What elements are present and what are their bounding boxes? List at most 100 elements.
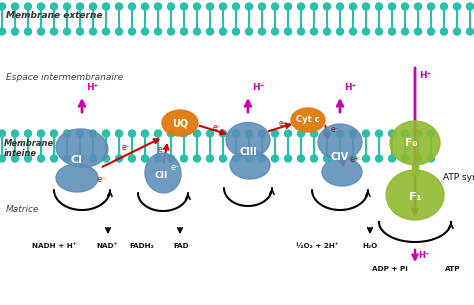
Circle shape xyxy=(37,130,45,137)
Circle shape xyxy=(207,155,213,162)
Circle shape xyxy=(454,28,461,35)
Text: CI: CI xyxy=(71,155,83,165)
Circle shape xyxy=(298,130,304,137)
Text: CIV: CIV xyxy=(331,152,349,162)
Circle shape xyxy=(25,28,31,35)
Text: H⁺: H⁺ xyxy=(344,84,356,92)
Circle shape xyxy=(142,130,148,137)
Text: ATP: ATP xyxy=(445,266,461,272)
Circle shape xyxy=(181,155,188,162)
Text: CIII: CIII xyxy=(239,147,257,157)
Circle shape xyxy=(37,28,45,35)
Text: H⁺: H⁺ xyxy=(418,252,429,260)
Circle shape xyxy=(466,28,474,35)
Circle shape xyxy=(337,155,344,162)
Circle shape xyxy=(363,155,370,162)
Circle shape xyxy=(375,28,383,35)
Text: H⁺: H⁺ xyxy=(419,70,431,80)
Circle shape xyxy=(284,28,292,35)
Circle shape xyxy=(246,28,253,35)
Ellipse shape xyxy=(322,158,362,186)
Circle shape xyxy=(272,130,279,137)
Circle shape xyxy=(155,3,162,10)
Circle shape xyxy=(90,3,97,10)
Circle shape xyxy=(284,155,292,162)
Circle shape xyxy=(64,28,71,35)
Circle shape xyxy=(401,28,409,35)
Circle shape xyxy=(25,3,31,10)
Circle shape xyxy=(298,28,304,35)
Circle shape xyxy=(219,28,227,35)
Circle shape xyxy=(142,3,148,10)
Ellipse shape xyxy=(56,164,98,192)
Text: e⁻: e⁻ xyxy=(97,175,107,185)
Circle shape xyxy=(233,3,239,10)
Circle shape xyxy=(0,155,6,162)
Circle shape xyxy=(102,155,109,162)
Circle shape xyxy=(128,3,136,10)
Circle shape xyxy=(76,130,83,137)
Circle shape xyxy=(349,130,356,137)
Circle shape xyxy=(375,3,383,10)
Circle shape xyxy=(51,28,57,35)
Circle shape xyxy=(64,155,71,162)
Ellipse shape xyxy=(318,124,362,160)
Circle shape xyxy=(51,155,57,162)
Circle shape xyxy=(76,155,83,162)
Ellipse shape xyxy=(386,170,444,220)
Circle shape xyxy=(401,3,409,10)
Circle shape xyxy=(310,3,318,10)
Circle shape xyxy=(428,130,435,137)
Circle shape xyxy=(102,130,109,137)
Ellipse shape xyxy=(390,121,440,165)
Circle shape xyxy=(337,28,344,35)
Circle shape xyxy=(128,28,136,35)
Circle shape xyxy=(389,3,395,10)
Circle shape xyxy=(207,130,213,137)
Circle shape xyxy=(25,130,31,137)
Circle shape xyxy=(116,155,122,162)
Circle shape xyxy=(155,155,162,162)
Circle shape xyxy=(102,3,109,10)
Text: F₀: F₀ xyxy=(405,138,417,148)
Circle shape xyxy=(90,28,97,35)
Text: NAD⁺: NAD⁺ xyxy=(96,243,118,249)
Circle shape xyxy=(11,155,18,162)
Text: ½O₂ + 2H⁺: ½O₂ + 2H⁺ xyxy=(296,243,338,249)
Circle shape xyxy=(76,3,83,10)
Circle shape xyxy=(51,3,57,10)
Circle shape xyxy=(233,28,239,35)
Circle shape xyxy=(128,130,136,137)
Circle shape xyxy=(142,28,148,35)
Circle shape xyxy=(155,28,162,35)
Text: H⁺: H⁺ xyxy=(252,84,264,92)
Circle shape xyxy=(167,155,174,162)
Circle shape xyxy=(181,3,188,10)
Circle shape xyxy=(246,3,253,10)
Circle shape xyxy=(375,130,383,137)
Ellipse shape xyxy=(145,153,181,193)
Text: e⁻: e⁻ xyxy=(213,123,222,131)
Text: H⁺: H⁺ xyxy=(86,84,98,92)
Circle shape xyxy=(11,130,18,137)
Circle shape xyxy=(310,130,318,137)
Circle shape xyxy=(142,155,148,162)
Circle shape xyxy=(323,3,330,10)
Circle shape xyxy=(298,155,304,162)
Text: F₁: F₁ xyxy=(409,192,421,202)
Circle shape xyxy=(25,155,31,162)
Text: FADH₂: FADH₂ xyxy=(129,243,155,249)
Circle shape xyxy=(401,130,409,137)
Circle shape xyxy=(102,28,109,35)
Circle shape xyxy=(37,3,45,10)
Circle shape xyxy=(233,130,239,137)
Circle shape xyxy=(116,28,122,35)
Circle shape xyxy=(193,28,201,35)
Text: Espace intermembranaire: Espace intermembranaire xyxy=(6,73,123,81)
Circle shape xyxy=(258,3,265,10)
Circle shape xyxy=(414,155,421,162)
Circle shape xyxy=(0,130,6,137)
Circle shape xyxy=(349,155,356,162)
Circle shape xyxy=(401,155,409,162)
Circle shape xyxy=(193,3,201,10)
